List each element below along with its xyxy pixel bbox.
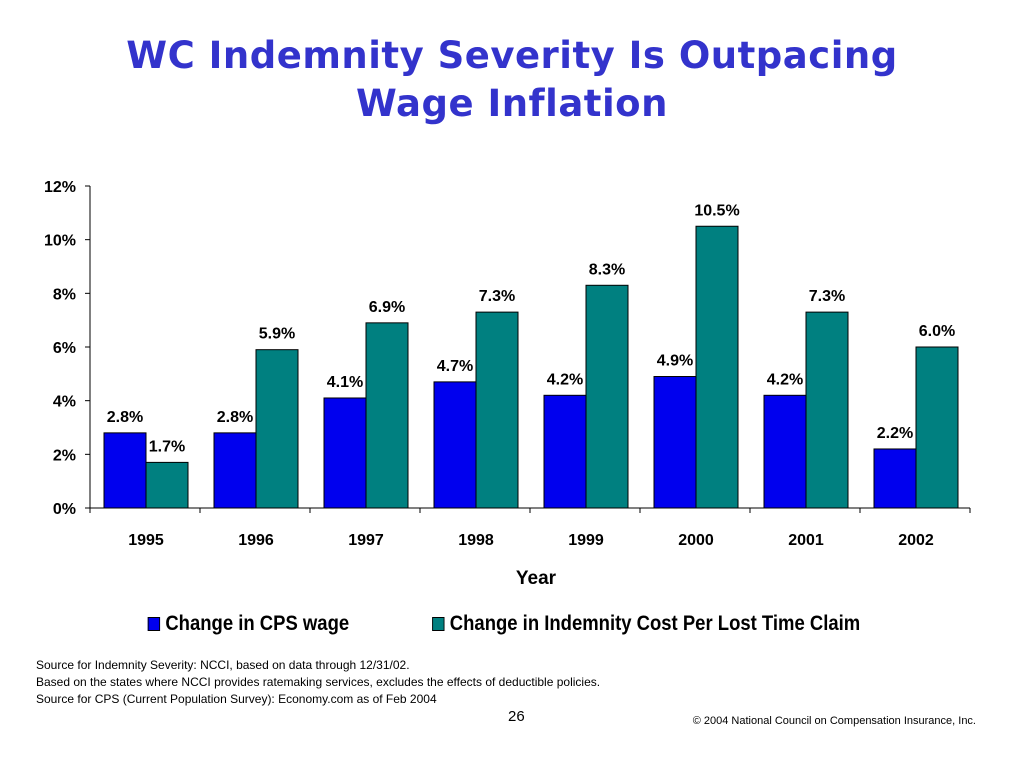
- source-note-1: Source for Indemnity Severity: NCCI, bas…: [36, 658, 410, 672]
- title-line-2: Wage Inflation: [356, 82, 668, 125]
- data-label-indemnity-cost: 6.9%: [369, 299, 405, 316]
- x-tick-label: 2002: [898, 532, 934, 549]
- data-label-indemnity-cost: 7.3%: [809, 288, 845, 305]
- legend-item-cps-wage: Change in CPS wage: [148, 612, 350, 636]
- y-tick-label: 4%: [53, 394, 76, 411]
- bar-indemnity-cost: [805, 311, 849, 509]
- legend-swatch-cps-wage: [148, 617, 161, 631]
- data-label-indemnity-cost: 8.3%: [589, 261, 625, 278]
- x-tick-label: 1995: [128, 532, 164, 549]
- legend-item-indemnity-cost: Change in Indemnity Cost Per Lost Time C…: [432, 612, 860, 636]
- bar-cps-wage: [873, 448, 917, 509]
- data-label-cps-wage: 4.1%: [327, 374, 363, 391]
- data-label-cps-wage: 2.8%: [217, 409, 253, 426]
- bar-indemnity-cost: [145, 461, 189, 509]
- y-tick-label: 12%: [44, 179, 76, 196]
- bar-indemnity-cost: [695, 225, 739, 509]
- legend-swatch-indemnity-cost: [432, 617, 445, 631]
- bar-indemnity-cost: [475, 311, 519, 509]
- copyright-notice: © 2004 National Council on Compensation …: [692, 715, 976, 727]
- source-note-3: Source for CPS (Current Population Surve…: [36, 692, 437, 706]
- title-line-1: WC Indemnity Severity Is Outpacing: [126, 34, 898, 77]
- bar-cps-wage: [323, 397, 367, 509]
- legend-label-cps-wage: Change in CPS wage: [165, 612, 350, 635]
- y-tick-label: 6%: [53, 340, 76, 357]
- x-tick-label: 2001: [788, 532, 824, 549]
- bar-indemnity-cost: [585, 284, 629, 509]
- data-label-indemnity-cost: 7.3%: [479, 288, 515, 305]
- x-tick-label: 1998: [458, 532, 494, 549]
- data-label-indemnity-cost: 1.7%: [149, 438, 185, 455]
- data-label-indemnity-cost: 5.9%: [259, 326, 295, 343]
- bar-indemnity-cost: [255, 349, 299, 509]
- bar-cps-wage: [213, 432, 257, 509]
- y-tick-label: 0%: [53, 501, 76, 518]
- x-tick-label: 2000: [678, 532, 714, 549]
- x-axis-title: Year: [516, 568, 557, 589]
- data-label-indemnity-cost: 6.0%: [919, 323, 955, 340]
- chart-legend: Change in CPS wage Change in Indemnity C…: [0, 612, 1024, 636]
- x-tick-label: 1996: [238, 532, 274, 549]
- bar-cps-wage: [433, 381, 477, 509]
- bar-cps-wage: [103, 432, 147, 509]
- bar-cps-wage: [543, 394, 587, 509]
- data-label-cps-wage: 2.2%: [877, 425, 913, 442]
- data-label-cps-wage: 4.2%: [547, 371, 583, 388]
- bar-indemnity-cost: [915, 346, 959, 509]
- x-tick-label: 1999: [568, 532, 604, 549]
- data-label-cps-wage: 4.2%: [767, 371, 803, 388]
- bar-chart: 0% 2% 4% 6% 8% 10% 12% 2.8% 1.7% 1995 2.8% 5.9% 1996…: [44, 179, 971, 589]
- bar-cps-wage: [763, 394, 807, 509]
- data-label-cps-wage: 4.7%: [437, 358, 473, 375]
- data-label-cps-wage: 4.9%: [657, 353, 693, 370]
- data-label-indemnity-cost: 10.5%: [694, 202, 739, 219]
- legend-label-indemnity-cost: Change in Indemnity Cost Per Lost Time C…: [450, 612, 861, 635]
- source-notes: Source for Indemnity Severity: NCCI, bas…: [36, 657, 600, 708]
- page-title: WC Indemnity Severity Is Outpacing Wage …: [0, 32, 1024, 128]
- y-tick-label: 10%: [44, 233, 76, 250]
- page-number: 26: [508, 708, 525, 725]
- y-tick-label: 2%: [53, 447, 76, 464]
- source-note-2: Based on the states where NCCI provides …: [36, 675, 601, 689]
- bar-cps-wage: [653, 376, 697, 509]
- x-tick-label: 1997: [348, 532, 384, 549]
- bar-indemnity-cost: [365, 322, 409, 509]
- data-label-cps-wage: 2.8%: [107, 409, 143, 426]
- y-tick-label: 8%: [53, 286, 76, 303]
